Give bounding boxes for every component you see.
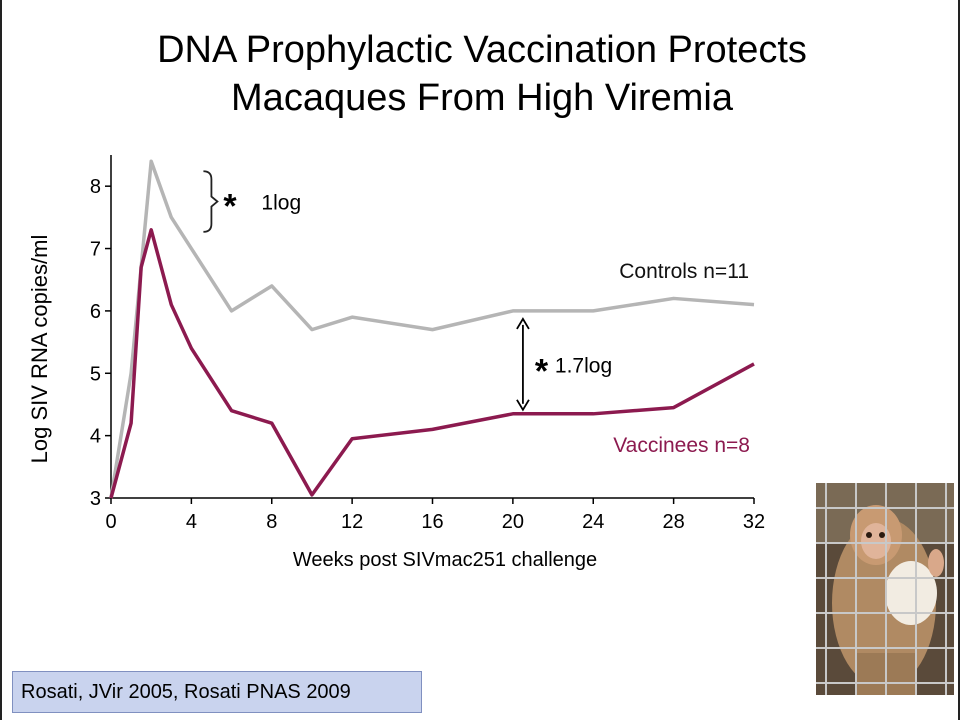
title-line-2: Macaques From High Viremia — [231, 77, 733, 119]
series-line-vaccinees — [109, 228, 755, 499]
y-tick-label: 5 — [90, 363, 101, 385]
annotation-label-1log: 1log — [261, 192, 301, 215]
x-tick-label: 12 — [341, 511, 363, 533]
y-tick-label: 4 — [90, 426, 101, 448]
x-tick-label: 20 — [502, 511, 524, 533]
chart-annotations: * 1log * 1.7log — [203, 170, 612, 412]
x-tick-label: 4 — [186, 511, 197, 533]
x-tick-label: 24 — [582, 511, 604, 533]
annotation-star-1: * — [223, 188, 237, 226]
title-line-1: DNA Prophylactic Vaccination Protects — [157, 29, 807, 71]
x-tick-label: 28 — [663, 511, 685, 533]
y-tick-label: 8 — [90, 176, 101, 198]
y-tick-label: 7 — [90, 239, 101, 261]
citation-text: Rosati, JVir 2005, Rosati PNAS 2009 — [21, 681, 351, 703]
x-tick-label: 32 — [743, 511, 765, 533]
slide-title: DNA Prophylactic Vaccination Protects Ma… — [62, 26, 902, 122]
annotation-arrow-head-up — [516, 317, 530, 330]
macaque-photo — [816, 483, 954, 695]
series-label-controls: Controls n=11 — [619, 260, 749, 283]
x-tick-label: 8 — [266, 511, 277, 533]
citation-box: Rosati, JVir 2005, Rosati PNAS 2009 — [12, 671, 422, 713]
macaque-in-cage-photo — [816, 483, 954, 695]
x-tick-label: 16 — [421, 511, 443, 533]
annotation-star-2: * — [535, 352, 549, 390]
y-tick-label: 3 — [90, 488, 101, 510]
y-tick-label: 6 — [90, 301, 101, 323]
annotation-arrow-head-down — [516, 399, 530, 412]
series-line-controls — [109, 159, 755, 499]
series-label-vaccinees: Vaccinees n=8 — [613, 434, 750, 457]
annotation-label-1-7log: 1.7log — [555, 354, 612, 377]
annotation-bracket — [203, 170, 219, 233]
y-axis-label: Log SIV RNA copies/ml — [27, 235, 52, 464]
x-axis-label: Weeks post SIVmac251 challenge — [293, 549, 597, 571]
x-tick-label: 0 — [105, 511, 116, 533]
chart-axes: 3 4 5 6 7 8 0 4 8 12 16 20 24 28 32 — [90, 155, 765, 533]
chart-series: Controls n=11 Vaccinees n=8 — [109, 159, 755, 499]
